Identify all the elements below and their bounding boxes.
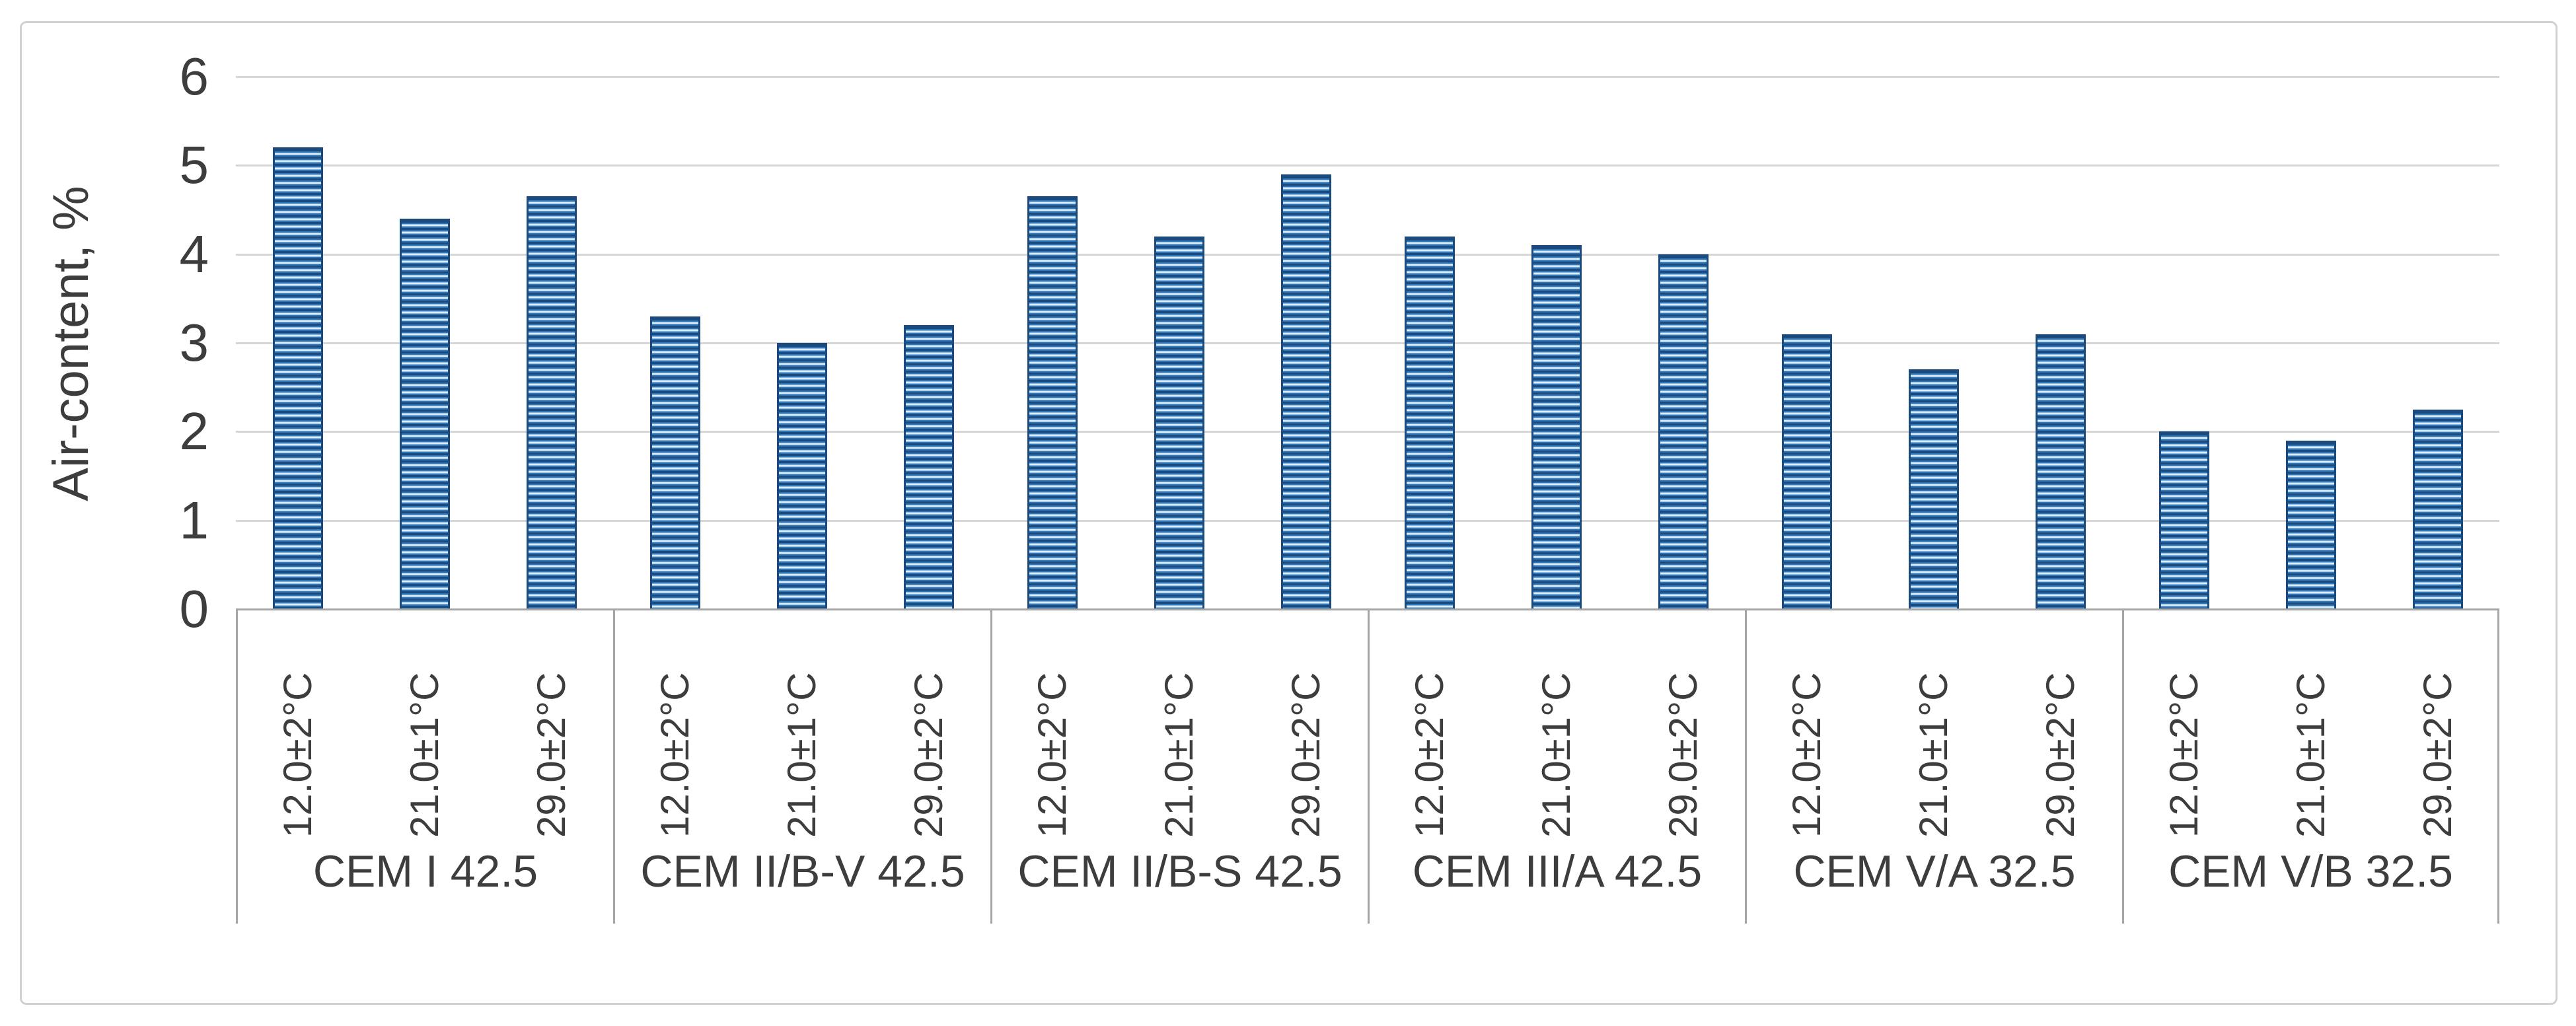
- gridline: [236, 431, 2499, 433]
- bar-temp-label: 29.0±2°C: [906, 672, 951, 838]
- group-label: CEM I 42.5: [313, 846, 538, 897]
- bar: [2285, 440, 2336, 609]
- bar-temp-label: 21.0±1°C: [1533, 672, 1578, 838]
- x-axis-line: [236, 608, 2499, 610]
- gridline: [236, 253, 2499, 256]
- group-label: CEM V/A 32.5: [1793, 846, 2076, 897]
- bar-temp-label: 21.0±1°C: [779, 672, 824, 838]
- bar: [1404, 236, 1455, 609]
- bar: [903, 325, 954, 609]
- bar: [399, 218, 450, 609]
- group-cell: CEM V/A 32.5: [1745, 609, 2122, 924]
- bar-temp-label: 29.0±2°C: [1283, 672, 1328, 838]
- bar-temp-label: 12.0±2°C: [652, 672, 697, 838]
- bar-temp-label: 21.0±1°C: [1911, 672, 1956, 838]
- bar: [1027, 196, 1078, 609]
- group-label: CEM V/B 32.5: [2168, 846, 2453, 897]
- bar: [776, 343, 827, 609]
- bar-temp-label: 12.0±2°C: [2161, 672, 2206, 838]
- group-label: CEM III/A 42.5: [1412, 846, 1703, 897]
- bar: [1154, 236, 1204, 609]
- bar: [1531, 245, 1582, 609]
- y-tick-label: 5: [179, 135, 209, 195]
- bar-temp-label: 29.0±2°C: [529, 672, 573, 838]
- bar: [1908, 369, 1959, 609]
- group-cell: CEM II/B-S 42.5: [990, 609, 1368, 924]
- bar: [1280, 174, 1331, 609]
- y-tick-label: 4: [179, 224, 209, 283]
- bar-temp-label: 12.0±2°C: [1029, 672, 1074, 838]
- bar: [2158, 431, 2209, 609]
- gridline: [236, 165, 2499, 167]
- bar-temp-label: 29.0±2°C: [2038, 672, 2082, 838]
- y-tick-label: 2: [179, 402, 209, 461]
- bar: [272, 147, 323, 609]
- bar: [1781, 334, 1832, 609]
- group-label: CEM II/B-V 42.5: [640, 846, 965, 897]
- y-tick-label: 3: [179, 313, 209, 372]
- y-tick-label: 0: [179, 579, 209, 638]
- group-cell: CEM V/B 32.5: [2122, 609, 2499, 924]
- bar: [649, 316, 700, 609]
- bar: [526, 196, 577, 609]
- bar-temp-label: 29.0±2°C: [2415, 672, 2460, 838]
- bar-temp-label: 21.0±1°C: [2288, 672, 2333, 838]
- bar-temp-label: 29.0±2°C: [1660, 672, 1705, 838]
- bar: [1658, 254, 1709, 609]
- bar: [2412, 409, 2463, 609]
- bar-temp-label: 21.0±1°C: [1156, 672, 1201, 838]
- group-cell: CEM II/B-V 42.5: [613, 609, 990, 924]
- bar-temp-label: 12.0±2°C: [1784, 672, 1829, 838]
- group-cell: CEM III/A 42.5: [1368, 609, 1745, 924]
- bar-temp-label: 12.0±2°C: [275, 672, 320, 838]
- gridline: [236, 76, 2499, 78]
- bar-temp-label: 12.0±2°C: [1407, 672, 1452, 838]
- y-tick-label: 1: [179, 490, 209, 550]
- bar-temp-label: 21.0±1°C: [402, 672, 447, 838]
- group-label: CEM II/B-S 42.5: [1017, 846, 1343, 897]
- bar: [2035, 334, 2086, 609]
- y-tick-label: 6: [179, 47, 209, 106]
- group-cell: CEM I 42.5: [236, 609, 613, 924]
- gridline: [236, 342, 2499, 344]
- gridline: [236, 519, 2499, 522]
